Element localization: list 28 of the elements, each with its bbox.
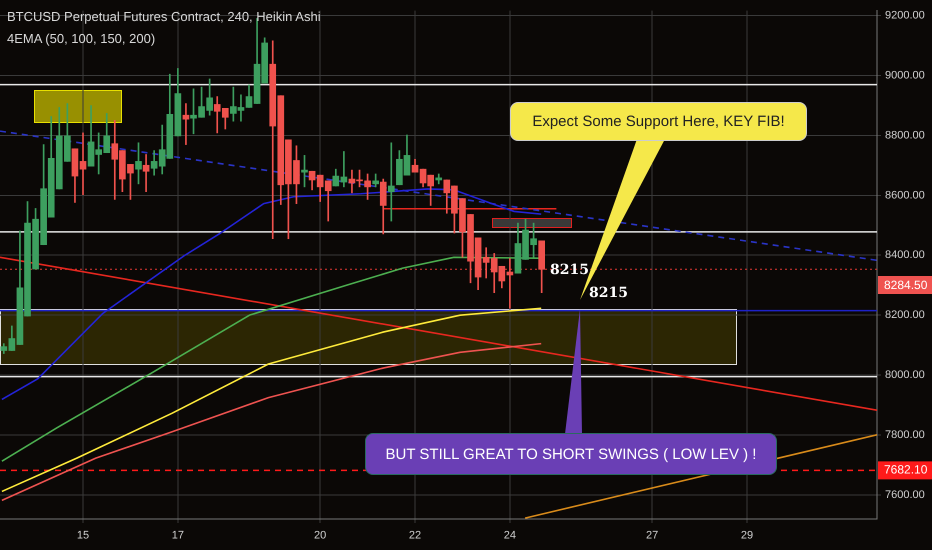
annotation: Expect Some Support Here, KEY FIB! (510, 102, 807, 141)
speech-bubble: BUT STILL GREAT TO SHORT SWINGS ( LOW LEV ) ! (365, 309, 777, 475)
annotation: BUT STILL GREAT TO SHORT SWINGS ( LOW LEV ) ! (365, 433, 777, 475)
candlestick (135, 142, 142, 184)
candlestick (301, 155, 308, 188)
x-tick-label: 27 (646, 530, 658, 542)
y-tick-label: 8000.00 (885, 369, 925, 382)
y-tick-label: 8800.00 (885, 129, 925, 142)
y-tick-label: 8400.00 (885, 249, 925, 262)
x-tick-label: 22 (408, 530, 422, 542)
chart-title: BTCUSD Perpetual Futures Contract, 240, Heikin Ashi (7, 9, 321, 24)
annotation: 8215 (550, 262, 589, 278)
annotation: 8215 (589, 285, 628, 301)
y-tick-label: 8200.00 (885, 309, 925, 322)
y-tick-label: 9000.00 (885, 69, 925, 82)
candlestick (182, 103, 190, 145)
text: 4EMA (50, 100, 150, 200) (7, 31, 156, 46)
y-tick-label: 7800.00 (885, 429, 925, 442)
x-tick-label: 17 (172, 530, 184, 542)
x-tick-label: 20 (314, 530, 326, 542)
y-tick-label: 8600.00 (885, 189, 925, 202)
y-tick-label: 9200.00 (885, 9, 925, 22)
x-tick-label: 24 (504, 530, 516, 542)
y-tick-label: 7600.00 (885, 489, 925, 502)
x-tick-label: 15 (76, 530, 90, 542)
text: 8284.50 (878, 276, 932, 294)
ref-line-label: 7682.10 (884, 462, 928, 477)
x-tick-label: 29 (740, 530, 754, 542)
